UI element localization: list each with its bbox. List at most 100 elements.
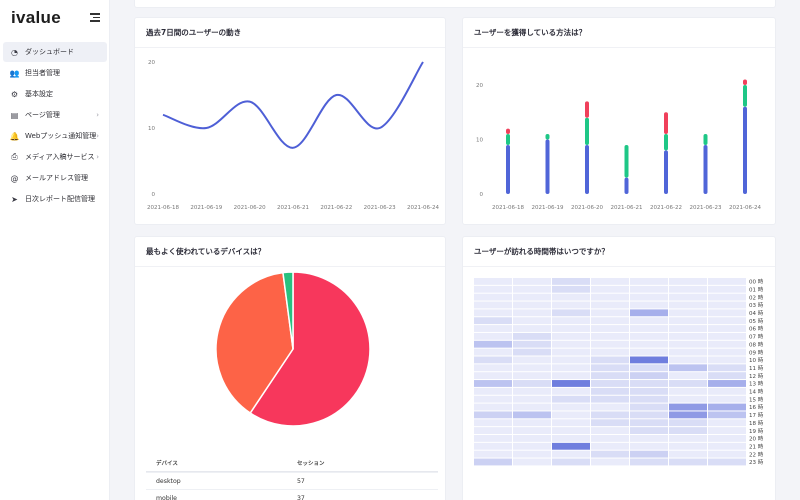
heatmap-cell[interactable] xyxy=(474,309,512,317)
heatmap-cell[interactable] xyxy=(513,442,551,450)
bar-segment-blue[interactable] xyxy=(624,177,629,194)
heatmap-cell[interactable] xyxy=(513,380,551,387)
heatmap-cell[interactable] xyxy=(669,435,707,442)
heatmap-cell[interactable] xyxy=(708,364,746,372)
bar-segment-blue[interactable] xyxy=(664,150,668,194)
heatmap-cell[interactable] xyxy=(669,427,707,434)
heatmap-cell[interactable] xyxy=(513,301,551,309)
heatmap-cell[interactable] xyxy=(591,301,629,309)
heatmap-cell[interactable] xyxy=(630,435,668,442)
heatmap-cell[interactable] xyxy=(591,293,629,301)
heatmap-cell[interactable] xyxy=(474,293,512,301)
heatmap-cell[interactable] xyxy=(669,293,707,301)
heatmap-cell[interactable] xyxy=(669,403,707,411)
heatmap-cell[interactable] xyxy=(513,450,551,458)
heatmap-cell[interactable] xyxy=(669,450,707,458)
heatmap-cell[interactable] xyxy=(669,356,707,364)
heatmap-cell[interactable] xyxy=(513,332,551,340)
heatmap-cell[interactable] xyxy=(669,285,707,293)
heatmap-cell[interactable] xyxy=(552,387,590,395)
heatmap-cell[interactable] xyxy=(591,450,629,458)
heatmap-cell[interactable] xyxy=(630,309,668,317)
heatmap-cell[interactable] xyxy=(552,325,590,332)
bar-segment-green[interactable] xyxy=(664,134,668,151)
heatmap-cell[interactable] xyxy=(630,278,668,285)
sidebar-item-6[interactable]: @ メールアドレス管理 xyxy=(3,168,107,188)
heatmap-cell[interactable] xyxy=(708,278,746,285)
heatmap-cell[interactable] xyxy=(669,380,707,387)
heatmap-cell[interactable] xyxy=(630,372,668,380)
heatmap-cell[interactable] xyxy=(630,348,668,356)
heatmap-cell[interactable] xyxy=(513,293,551,301)
heatmap-cell[interactable] xyxy=(474,325,512,332)
heatmap-cell[interactable] xyxy=(474,380,512,387)
heatmap-cell[interactable] xyxy=(513,356,551,364)
heatmap-cell[interactable] xyxy=(513,348,551,356)
heatmap-cell[interactable] xyxy=(630,458,668,466)
heatmap-cell[interactable] xyxy=(552,285,590,293)
heatmap-cell[interactable] xyxy=(474,435,512,442)
heatmap-cell[interactable] xyxy=(552,278,590,285)
heatmap-cell[interactable] xyxy=(513,403,551,411)
heatmap-cell[interactable] xyxy=(708,348,746,356)
heatmap-cell[interactable] xyxy=(552,340,590,348)
heatmap-cell[interactable] xyxy=(591,442,629,450)
bar-segment-blue[interactable] xyxy=(743,106,747,194)
heatmap-cell[interactable] xyxy=(630,427,668,434)
heatmap-cell[interactable] xyxy=(474,278,512,285)
heatmap-cell[interactable] xyxy=(591,458,629,466)
heatmap-cell[interactable] xyxy=(708,356,746,364)
heatmap-cell[interactable] xyxy=(630,387,668,395)
heatmap-cell[interactable] xyxy=(474,285,512,293)
heatmap-cell[interactable] xyxy=(669,364,707,372)
heatmap-cell[interactable] xyxy=(552,348,590,356)
heatmap-cell[interactable] xyxy=(708,372,746,380)
heatmap-cell[interactable] xyxy=(669,340,707,348)
heatmap-cell[interactable] xyxy=(630,419,668,427)
heatmap-cell[interactable] xyxy=(474,348,512,356)
heatmap-cell[interactable] xyxy=(552,309,590,317)
pie-slice-desktop[interactable] xyxy=(249,271,371,427)
heatmap-cell[interactable] xyxy=(552,293,590,301)
sidebar-item-1[interactable]: 👥 担当者管理 xyxy=(3,63,107,83)
heatmap-cell[interactable] xyxy=(513,340,551,348)
logo[interactable]: ivalue xyxy=(11,8,61,27)
heatmap-cell[interactable] xyxy=(591,325,629,332)
heatmap-cell[interactable] xyxy=(552,419,590,427)
heatmap-cell[interactable] xyxy=(630,325,668,332)
heatmap-cell[interactable] xyxy=(591,372,629,380)
heatmap-cell[interactable] xyxy=(708,458,746,466)
heatmap-cell[interactable] xyxy=(630,395,668,403)
heatmap-cell[interactable] xyxy=(630,356,668,364)
heatmap-cell[interactable] xyxy=(474,364,512,372)
heatmap-cell[interactable] xyxy=(552,317,590,325)
heatmap-cell[interactable] xyxy=(708,395,746,403)
heatmap-cell[interactable] xyxy=(552,403,590,411)
heatmap-cell[interactable] xyxy=(708,317,746,325)
heatmap-cell[interactable] xyxy=(669,325,707,332)
heatmap-cell[interactable] xyxy=(669,278,707,285)
heatmap-cell[interactable] xyxy=(552,442,590,450)
heatmap-cell[interactable] xyxy=(708,387,746,395)
heatmap-cell[interactable] xyxy=(630,403,668,411)
heatmap-cell[interactable] xyxy=(474,317,512,325)
heatmap-cell[interactable] xyxy=(591,435,629,442)
heatmap-cell[interactable] xyxy=(474,442,512,450)
heatmap-cell[interactable] xyxy=(708,419,746,427)
heatmap-cell[interactable] xyxy=(708,380,746,387)
heatmap-cell[interactable] xyxy=(591,317,629,325)
heatmap-cell[interactable] xyxy=(474,419,512,427)
heatmap-cell[interactable] xyxy=(474,427,512,434)
heatmap-cell[interactable] xyxy=(474,340,512,348)
heatmap-cell[interactable] xyxy=(474,403,512,411)
heatmap-cell[interactable] xyxy=(513,285,551,293)
heatmap-cell[interactable] xyxy=(474,301,512,309)
heatmap-cell[interactable] xyxy=(669,317,707,325)
heatmap-cell[interactable] xyxy=(474,356,512,364)
heatmap-cell[interactable] xyxy=(474,387,512,395)
bar-segment-red[interactable] xyxy=(585,101,589,118)
heatmap-cell[interactable] xyxy=(513,364,551,372)
heatmap-cell[interactable] xyxy=(513,387,551,395)
heatmap-cell[interactable] xyxy=(630,285,668,293)
heatmap-cell[interactable] xyxy=(708,325,746,332)
